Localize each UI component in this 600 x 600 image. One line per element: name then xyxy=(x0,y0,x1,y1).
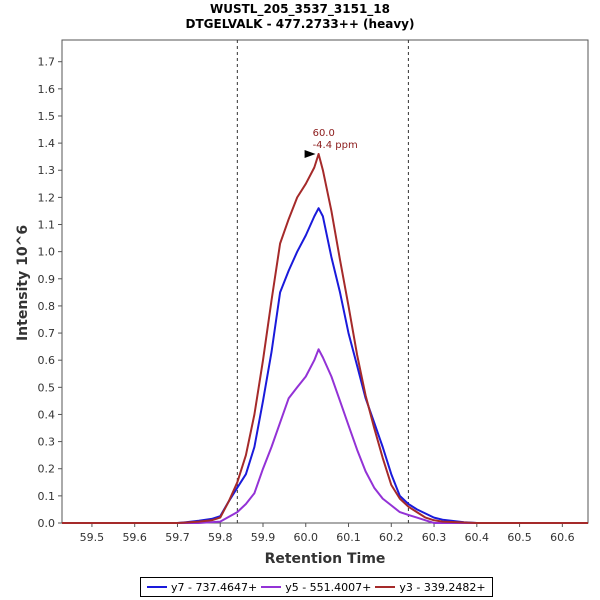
peak-arrow-icon xyxy=(304,149,316,158)
x-tick-label: 60.4 xyxy=(465,531,490,544)
series-line-y7 xyxy=(62,207,588,524)
y-axis-label: Intensity 10^6 xyxy=(15,225,31,341)
x-tick-label: 59.7 xyxy=(165,531,190,544)
legend-label: y7 - 737.4647+ xyxy=(171,580,258,594)
chart-title: WUSTL_205_3537_3151_18 xyxy=(210,2,390,17)
y-tick-label: 0.9 xyxy=(38,273,56,286)
y-tick-label: 0.4 xyxy=(38,408,56,421)
x-tick-label: 60.3 xyxy=(422,531,447,544)
legend-label: y3 - 339.2482+ xyxy=(399,580,486,594)
legend-item: y7 - 737.4647+ xyxy=(147,581,257,594)
y-tick-label: 1.4 xyxy=(38,137,56,150)
plot-frame xyxy=(61,39,589,524)
legend-swatch xyxy=(261,586,282,588)
legend-swatch xyxy=(147,586,167,588)
y-tick-label: 0.1 xyxy=(38,490,56,503)
y-tick-label: 0.0 xyxy=(38,517,56,530)
y-tick-label: 0.8 xyxy=(38,300,56,313)
y-tick-label: 1.3 xyxy=(38,164,56,177)
legend-item: y5 - 551.4007+ xyxy=(261,581,371,594)
legend-label: y5 - 551.4007+ xyxy=(285,580,372,594)
y-tick-label: 1.0 xyxy=(38,246,56,259)
x-tick-label: 59.5 xyxy=(80,531,105,544)
y-tick-label: 1.5 xyxy=(38,110,56,123)
series-line-y3 xyxy=(62,153,588,524)
x-tick-label: 60.2 xyxy=(379,531,404,544)
x-axis-label: Retention Time xyxy=(265,551,386,567)
x-tick-label: 59.9 xyxy=(251,531,276,544)
legend: y7 - 737.4647+ y5 - 551.4007+ y3 - 339.248… xyxy=(140,577,493,597)
x-tick-label: 60.1 xyxy=(336,531,361,544)
x-tick-label: 59.8 xyxy=(208,531,233,544)
y-tick-label: 0.2 xyxy=(38,463,56,476)
y-tick-label: 0.5 xyxy=(38,381,56,394)
y-tick-label: 1.6 xyxy=(38,83,56,96)
series-line-y5 xyxy=(62,348,588,524)
y-tick-label: 0.6 xyxy=(38,354,56,367)
x-tick-label: 60.5 xyxy=(507,531,532,544)
peak-rt-label: 60.0 xyxy=(313,128,335,139)
y-tick-label: 0.3 xyxy=(38,436,56,449)
x-tick-label: 59.6 xyxy=(122,531,147,544)
legend-swatch xyxy=(375,586,396,588)
x-tick-label: 60.0 xyxy=(294,531,319,544)
legend-item: y3 - 339.2482+ xyxy=(375,580,486,594)
peak-ppm-label: -4.4 ppm xyxy=(313,140,358,151)
y-tick-label: 0.7 xyxy=(38,327,56,340)
y-tick-label: 1.7 xyxy=(38,56,56,69)
chart-subtitle: DTGELVALK - 477.2733++ (heavy) xyxy=(186,17,415,31)
y-tick-label: 1.2 xyxy=(38,191,56,204)
y-tick-label: 1.1 xyxy=(38,219,56,232)
x-tick-label: 60.6 xyxy=(550,531,575,544)
plot-area: 0.0 0.1 0.2 0.3 0.4 0.5 0.6 0.7 0.8 0.9 1.0 1.1 1.2 1… xyxy=(38,39,589,544)
